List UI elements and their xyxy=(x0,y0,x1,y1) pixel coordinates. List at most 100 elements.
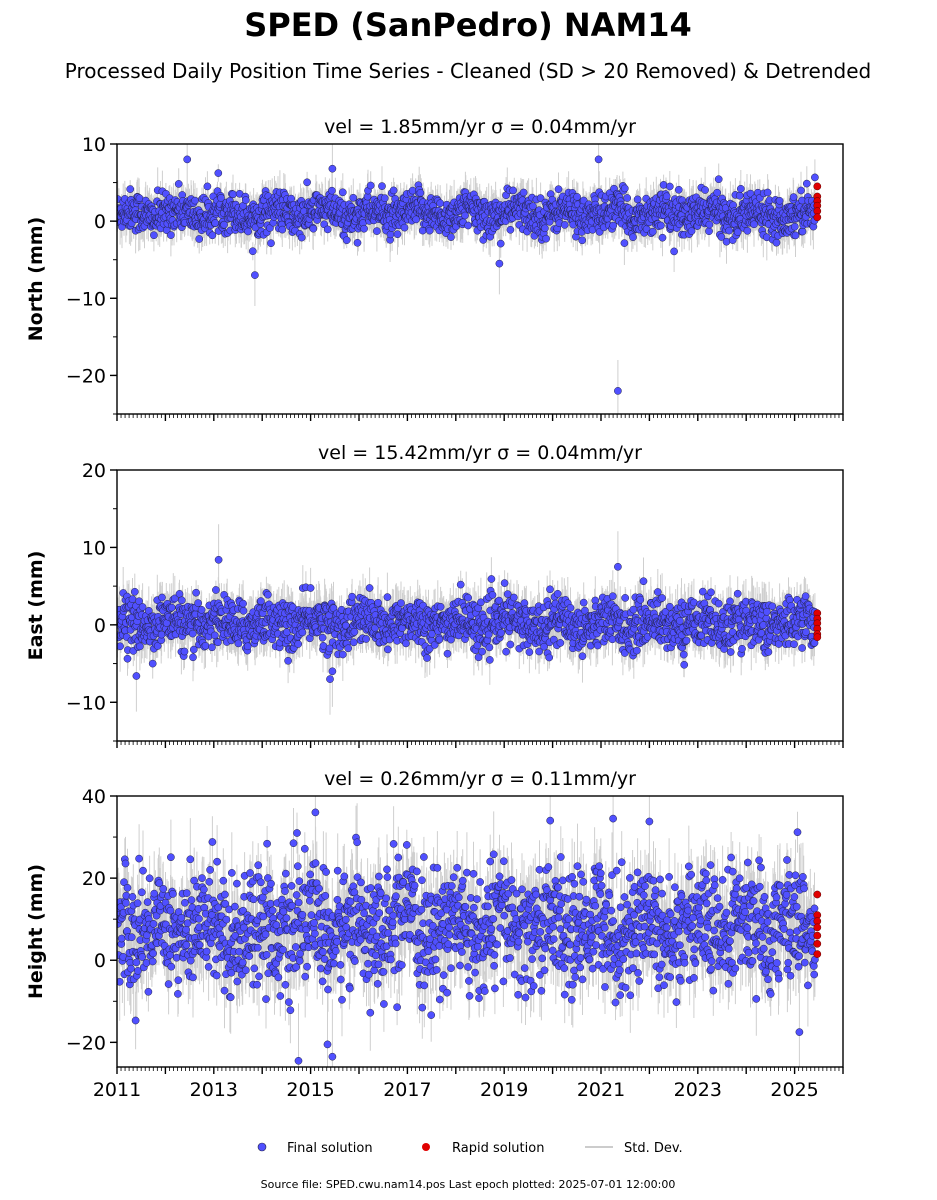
final-solution-point xyxy=(454,893,463,902)
final-solution-point xyxy=(775,196,784,205)
final-solution-point xyxy=(297,233,306,242)
final-solution-point xyxy=(356,935,365,944)
final-solution-point xyxy=(241,196,250,204)
final-solution-point xyxy=(380,194,389,203)
final-solution-point xyxy=(306,584,315,592)
final-solution-point xyxy=(705,227,713,236)
final-solution-point xyxy=(150,231,158,240)
final-solution-point xyxy=(374,960,383,969)
final-solution-point xyxy=(542,234,550,243)
final-solution-point xyxy=(133,899,142,908)
final-solution-point xyxy=(620,184,629,193)
final-solution-point xyxy=(246,869,254,877)
panel-title: vel = 15.42mm/yr σ = 0.04mm/yr xyxy=(318,442,642,464)
final-solution-point xyxy=(255,972,263,981)
final-solution-point xyxy=(266,899,275,908)
final-solution-point xyxy=(328,186,336,195)
final-solution-point xyxy=(267,239,275,248)
final-solution-point xyxy=(529,202,537,211)
final-solution-point xyxy=(416,189,425,197)
final-solution-point xyxy=(338,995,346,1004)
final-solution-point xyxy=(478,647,486,656)
final-solution-point xyxy=(121,859,130,868)
final-solution-point xyxy=(328,667,337,676)
final-solution-point xyxy=(392,892,400,901)
final-solution-point xyxy=(138,953,147,961)
final-solution-point xyxy=(594,155,603,164)
final-solution-point xyxy=(186,956,195,965)
final-solution-point xyxy=(464,221,472,230)
final-solution-point xyxy=(175,590,184,598)
final-solution-point xyxy=(287,882,296,890)
final-solution-point xyxy=(350,957,359,965)
final-solution-point xyxy=(295,877,304,885)
final-solution-point xyxy=(658,594,666,602)
final-solution-point xyxy=(402,841,411,849)
final-solution-point xyxy=(318,633,327,642)
y-tick-label: 10 xyxy=(82,537,106,559)
final-solution-point xyxy=(338,650,347,659)
final-solution-point xyxy=(657,221,665,230)
final-solution-point xyxy=(348,592,356,601)
final-solution-point xyxy=(321,891,330,900)
final-solution-point xyxy=(220,986,229,995)
final-solution-point xyxy=(427,1011,436,1019)
final-solution-point xyxy=(117,642,124,651)
final-solution-point xyxy=(714,599,723,608)
final-solution-point xyxy=(687,227,696,235)
final-solution-point xyxy=(155,879,164,887)
figure-title: SPED (SanPedro) NAM14 xyxy=(244,6,692,44)
y-tick-label: 0 xyxy=(94,211,106,233)
final-solution-point xyxy=(257,878,265,887)
final-solution-point xyxy=(428,921,437,930)
final-solution-point xyxy=(553,589,562,598)
final-solution-point xyxy=(244,227,252,236)
final-solution-point xyxy=(338,188,347,197)
final-solution-point xyxy=(132,672,141,680)
final-solution-point xyxy=(435,635,444,644)
final-solution-point xyxy=(636,595,645,604)
final-solution-point xyxy=(546,585,554,594)
final-solution-point xyxy=(366,181,375,190)
final-solution-point xyxy=(126,185,135,193)
plot-area xyxy=(117,524,822,715)
final-solution-point xyxy=(262,950,271,959)
rapid-solution-point xyxy=(813,182,822,191)
final-solution-point xyxy=(763,188,772,197)
final-solution-point xyxy=(205,877,214,886)
final-solution-point xyxy=(208,643,216,652)
final-solution-point xyxy=(213,857,221,866)
final-solution-point xyxy=(149,949,157,958)
final-solution-point xyxy=(227,968,236,977)
final-solution-point xyxy=(503,590,512,598)
final-solution-point xyxy=(506,640,515,649)
final-solution-point xyxy=(653,588,662,596)
final-solution-point xyxy=(593,641,602,650)
final-solution-point xyxy=(336,975,345,984)
final-solution-point xyxy=(325,644,334,653)
panel-3: vel = 0.26mm/yr σ = 0.11mm/yr40200−20Hei… xyxy=(25,768,844,1101)
final-solution-point xyxy=(284,656,292,665)
final-solution-point xyxy=(456,580,465,589)
final-solution-point xyxy=(614,387,622,395)
final-solution-point xyxy=(621,594,630,602)
final-solution-point xyxy=(665,182,674,191)
final-solution-point xyxy=(183,155,192,164)
final-solution-point xyxy=(633,195,642,204)
y-tick-label: −10 xyxy=(66,288,106,310)
final-solution-point xyxy=(420,981,429,990)
final-solution-point xyxy=(215,942,224,951)
final-solution-point xyxy=(231,902,239,911)
final-solution-point xyxy=(383,645,392,654)
final-solution-point xyxy=(149,920,158,928)
final-solution-point xyxy=(135,854,143,863)
final-solution-point xyxy=(406,930,414,939)
final-solution-point xyxy=(797,186,805,195)
final-solution-point xyxy=(212,971,221,980)
final-solution-point xyxy=(371,951,380,960)
final-solution-point xyxy=(340,872,349,881)
final-solution-point xyxy=(137,888,146,897)
final-solution-point xyxy=(249,895,258,904)
final-solution-point xyxy=(535,647,543,656)
final-solution-point xyxy=(235,947,244,956)
